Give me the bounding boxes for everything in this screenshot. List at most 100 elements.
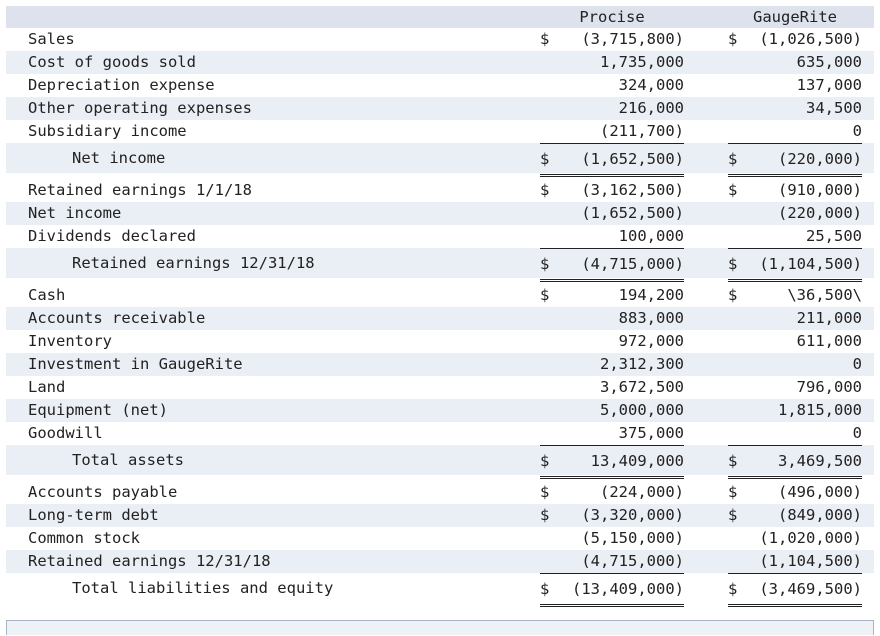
gaugerite-value-cell: 137,000 [728,74,862,97]
procise-value-cell: 216,000 [540,97,684,120]
row-label: Accounts payable [28,483,178,501]
amount-value: 1,735,000 [600,53,684,71]
row-label: Equipment (net) [28,401,168,419]
currency-symbol: $ [540,506,550,524]
amount-value: 100,000 [618,227,684,245]
horizontal-scrollbar[interactable] [6,620,874,635]
gaugerite-value-cell: (1,020,000) [728,527,862,550]
amount-value: 5,000,000 [600,401,684,419]
procise-value-cell: (5,150,000) [540,527,684,550]
gaugerite-value-cell: $ (220,000) [728,143,862,177]
amount-value: (3,320,000) [581,506,684,524]
amount-value: (910,000) [778,181,862,199]
currency-symbol: $ [540,30,550,48]
amount-value: 194,200 [618,286,684,304]
procise-value-cell: $13,409,000 [540,445,684,479]
row-label: Other operating expenses [28,99,252,117]
procise-value-cell: (4,715,000) [540,550,684,573]
row-label: Total assets [72,451,184,469]
gaugerite-value-cell: $ (1,104,500) [728,248,862,282]
statement-row: Accounts payable $ (224,000) $ (496,000) [6,481,874,504]
procise-value-cell: $ (3,715,800) [540,28,684,51]
row-label: Accounts receivable [28,309,206,327]
gaugerite-value-cell: $ (910,000) [728,179,862,202]
currency-symbol: $ [540,286,550,304]
statement-row: Land 3,672,500 796,000 [6,376,874,399]
amount-value: (1,026,500) [759,30,862,48]
statement-row: Sales $ (3,715,800) $ (1,026,500) [6,28,874,51]
amount-value: 13,409,000 [590,452,684,470]
statement-rows: Sales $ (3,715,800) $ (1,026,500) Cost of goo… [6,28,874,607]
procise-value-cell: 375,000 [540,422,684,445]
gaugerite-value-cell: 0 [728,353,862,376]
gaugerite-value-cell: 211,000 [728,307,862,330]
row-label: Goodwill [28,424,103,442]
currency-symbol: $ [728,181,738,199]
amount-value: 211,000 [796,309,862,327]
statement-row: Retained earnings 12/31/18 (4,715,000) (1,… [6,550,874,573]
procise-value-cell: 972,000 [540,330,684,353]
amount-value: 3,672,500 [600,378,684,396]
procise-value-cell: 2,312,300 [540,353,684,376]
gaugerite-value-cell: 0 [728,422,862,445]
gaugerite-value-cell: (1,104,500) [728,550,862,573]
gaugerite-value-cell: (220,000) [728,202,862,225]
row-label: Total liabilities and equity [72,579,334,597]
amount-value: (5,150,000) [581,529,684,547]
currency-symbol: $ [540,150,550,168]
gaugerite-value-cell: $ (3,469,500) [728,573,862,607]
amount-value: 611,000 [796,332,862,350]
currency-symbol: $ [728,580,738,598]
amount-value: 34,500 [806,99,862,117]
amount-value: 796,000 [796,378,862,396]
amount-value: 972,000 [618,332,684,350]
procise-value-cell: 5,000,000 [540,399,684,422]
gaugerite-value-cell: $3,469,500 [728,445,862,479]
currency-symbol: $ [728,150,738,168]
procise-value-cell: 883,000 [540,307,684,330]
row-label: Retained earnings 12/31/18 [28,552,271,570]
currency-symbol: $ [728,452,738,470]
amount-value: \36,500\ [787,286,862,304]
amount-value: (220,000) [778,204,862,222]
amount-value: 25,500 [806,227,862,245]
statement-row: Common stock (5,150,000) (1,020,000) [6,527,874,550]
statement-row: Long-term debt $ (3,320,000) $ (849,000) [6,504,874,527]
row-label: Inventory [28,332,112,350]
gaugerite-value-cell: $ (496,000) [728,481,862,504]
gaugerite-value-cell: $ (849,000) [728,504,862,527]
procise-value-cell: 3,672,500 [540,376,684,399]
amount-value: (1,652,500) [581,204,684,222]
financial-statement-table: Procise GaugeRite Sales $ (3,715,800) $ (1,0… [6,6,874,607]
row-label: Net income [72,149,166,167]
amount-value: 2,312,300 [600,355,684,373]
amount-value: (3,469,500) [759,580,862,598]
amount-value: (4,715,000) [581,552,684,570]
amount-value: 1,815,000 [778,401,862,419]
currency-symbol: $ [540,452,550,470]
procise-value-cell: $ (224,000) [540,481,684,504]
procise-value-cell: $ (1,652,500) [540,143,684,177]
statement-row: Accounts receivable 883,000 211,000 [6,307,874,330]
gaugerite-value-cell: 34,500 [728,97,862,120]
row-label: Common stock [28,529,140,547]
amount-value: (220,000) [778,150,862,168]
amount-value: 0 [852,355,862,373]
gaugerite-value-cell: 611,000 [728,330,862,353]
currency-symbol: $ [540,580,550,598]
gaugerite-value-cell: 1,815,000 [728,399,862,422]
currency-symbol: $ [728,30,738,48]
procise-value-cell: $ (3,320,000) [540,504,684,527]
row-label: Depreciation expense [28,76,215,94]
procise-value-cell: $194,200 [540,284,684,307]
amount-value: 324,000 [618,76,684,94]
amount-value: 216,000 [618,99,684,117]
currency-symbol: $ [728,255,738,273]
amount-value: (1,652,500) [581,150,684,168]
statement-row: Retained earnings 12/31/18 $ (4,715,000) $ (… [6,248,874,282]
amount-value: (3,162,500) [581,181,684,199]
amount-value: 137,000 [796,76,862,94]
gaugerite-value-cell: $ (1,026,500) [728,28,862,51]
amount-value: (4,715,000) [581,255,684,273]
amount-value: (1,104,500) [759,552,862,570]
